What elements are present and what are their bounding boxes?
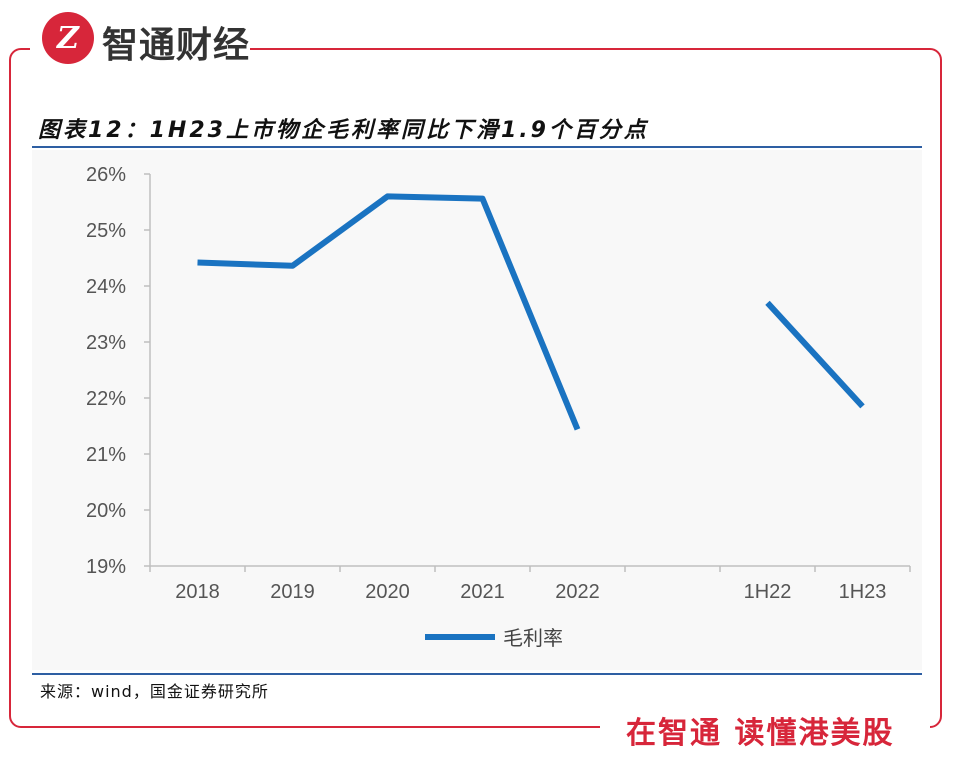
x-tick-label: 1H22: [744, 581, 792, 603]
series-line-segment: [765, 300, 865, 409]
title-divider: [32, 146, 922, 148]
legend-label: 毛利率: [503, 626, 563, 650]
y-tick-label: 22%: [86, 388, 126, 410]
x-tick-label: 2022: [555, 581, 600, 603]
y-tick-label: 21%: [86, 444, 126, 466]
y-tick-label: 23%: [86, 332, 126, 354]
brand-logo-icon: Z: [42, 12, 94, 64]
x-tick-label: 2019: [270, 581, 315, 603]
y-tick-label: 19%: [86, 556, 126, 578]
x-tick-label: 2021: [460, 581, 505, 603]
x-tick-label: 1H23: [839, 581, 887, 603]
plot-background: [32, 150, 922, 670]
y-tick-label: 20%: [86, 500, 126, 522]
brand-name: 智通财经: [102, 25, 251, 66]
y-tick-label: 26%: [86, 164, 126, 186]
footer-area: [600, 705, 930, 755]
y-tick-label: 25%: [86, 220, 126, 242]
chart-title: 图表12：1H23上市物企毛利率同比下滑1.9个百分点: [38, 118, 649, 143]
brand-slogan: 在智通 读懂港美股: [626, 716, 895, 751]
card-frame: [9, 48, 942, 728]
x-tick-label: 2020: [365, 581, 410, 603]
source-divider: [32, 673, 922, 675]
y-tick-label: 24%: [86, 276, 126, 298]
source-note: 来源：wind，国金证券研究所: [40, 682, 269, 701]
x-tick-label: 2018: [175, 581, 220, 603]
series-line-segment: [197, 193, 581, 431]
